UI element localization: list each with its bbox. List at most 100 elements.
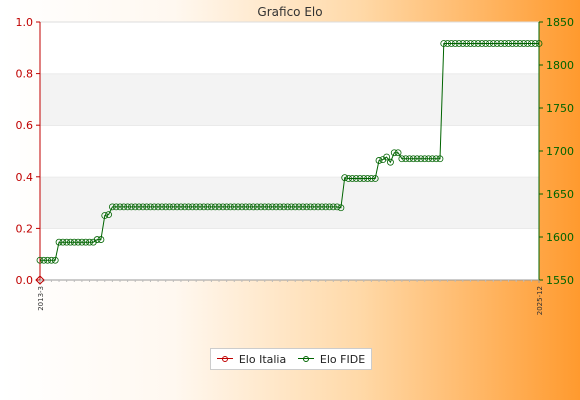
fide-point bbox=[276, 203, 284, 211]
fide-point bbox=[520, 40, 528, 47]
fide-point bbox=[413, 155, 421, 163]
fide-point bbox=[535, 40, 543, 47]
fide-point bbox=[181, 203, 189, 211]
fide-point bbox=[364, 175, 371, 182]
fide-point bbox=[402, 155, 410, 163]
legend-swatch-fide bbox=[297, 355, 314, 363]
fide-point bbox=[497, 40, 505, 47]
fide-point bbox=[177, 203, 185, 211]
fide-point bbox=[371, 175, 379, 182]
legend-item-fide[interactable]: Elo FIDE bbox=[297, 352, 366, 366]
fide-point bbox=[135, 203, 143, 211]
fide-point bbox=[128, 203, 135, 211]
fide-point bbox=[501, 40, 509, 47]
fide-point bbox=[455, 40, 463, 47]
fide-point bbox=[444, 40, 451, 47]
fide-point bbox=[234, 203, 242, 211]
fide-point bbox=[417, 155, 425, 163]
fide-point bbox=[204, 203, 212, 211]
grid-band bbox=[40, 228, 539, 280]
fide-point bbox=[200, 203, 208, 211]
fide-point bbox=[208, 203, 215, 211]
fide-point bbox=[249, 203, 257, 211]
legend-item-italia[interactable]: Elo Italia bbox=[216, 353, 286, 366]
italia-point bbox=[35, 275, 45, 285]
fide-point bbox=[108, 203, 116, 211]
fide-point bbox=[307, 203, 314, 211]
fide-point bbox=[48, 256, 55, 264]
fide-point bbox=[223, 203, 231, 211]
left-tick-label: 1.0 bbox=[16, 16, 34, 29]
fide-point bbox=[383, 153, 391, 161]
fide-point bbox=[63, 238, 71, 246]
fide-point bbox=[360, 175, 368, 182]
fide-point bbox=[124, 203, 132, 211]
fide-point bbox=[196, 203, 204, 211]
left-tick-label: 0.8 bbox=[16, 68, 34, 81]
fide-point bbox=[291, 203, 299, 211]
fide-point bbox=[337, 204, 345, 212]
fide-point bbox=[280, 203, 288, 211]
fide-point bbox=[425, 155, 432, 163]
fide-point bbox=[116, 203, 124, 211]
fide-point bbox=[505, 40, 512, 47]
fide-point bbox=[158, 203, 166, 211]
fide-point bbox=[166, 203, 173, 211]
fide-point bbox=[284, 203, 291, 211]
right-tick-label: 1850 bbox=[546, 16, 574, 29]
fide-point bbox=[387, 158, 394, 166]
fide-point bbox=[493, 40, 501, 47]
fide-point bbox=[432, 155, 440, 163]
fide-point bbox=[459, 40, 467, 47]
fide-point bbox=[470, 40, 478, 47]
fide-point bbox=[516, 40, 524, 47]
fide-point bbox=[486, 40, 493, 47]
fide-point bbox=[78, 238, 86, 246]
fide-point bbox=[101, 212, 109, 219]
fide-point bbox=[253, 203, 261, 211]
legend-swatch-italia bbox=[216, 355, 233, 363]
fide-point bbox=[440, 40, 448, 47]
fide-point bbox=[406, 155, 413, 163]
series-elo-fide bbox=[36, 40, 543, 264]
fide-point bbox=[478, 40, 486, 47]
fide-point bbox=[230, 203, 238, 211]
fide-point bbox=[394, 149, 402, 157]
fide-point bbox=[329, 203, 337, 211]
fide-point bbox=[261, 203, 269, 211]
fide-point bbox=[44, 256, 52, 264]
fide-point bbox=[303, 203, 311, 211]
fide-point bbox=[375, 157, 383, 164]
fide-point bbox=[421, 155, 429, 163]
fide-point bbox=[36, 256, 44, 264]
fide-point bbox=[299, 203, 307, 211]
fide-point bbox=[524, 40, 531, 47]
right-tick-label: 1550 bbox=[546, 274, 574, 287]
right-tick-label: 1600 bbox=[546, 231, 574, 244]
fide-point bbox=[474, 40, 482, 47]
fide-point bbox=[147, 203, 154, 211]
fide-point bbox=[310, 203, 318, 211]
fide-point bbox=[531, 40, 539, 47]
fide-point bbox=[348, 175, 356, 182]
fide-point bbox=[219, 203, 227, 211]
fide-point bbox=[143, 203, 151, 211]
x-tick-label-last: 2025-12 bbox=[536, 286, 544, 315]
fide-point bbox=[272, 203, 280, 211]
legend-label-fide: Elo FIDE bbox=[319, 352, 366, 366]
fide-point bbox=[40, 256, 48, 264]
fide-point bbox=[333, 203, 341, 211]
fide-point bbox=[527, 40, 535, 47]
fide-point bbox=[428, 155, 436, 163]
fide-point bbox=[227, 203, 234, 211]
fide-point bbox=[322, 203, 330, 211]
x-tick-label-first: 2013-3 bbox=[37, 286, 45, 311]
fide-point bbox=[482, 40, 490, 47]
fide-point bbox=[105, 211, 112, 219]
fide-point bbox=[112, 203, 120, 211]
right-tick-label: 1700 bbox=[546, 145, 574, 158]
fide-point bbox=[265, 203, 272, 211]
right-tick-label: 1750 bbox=[546, 102, 574, 115]
fide-point bbox=[512, 40, 520, 47]
